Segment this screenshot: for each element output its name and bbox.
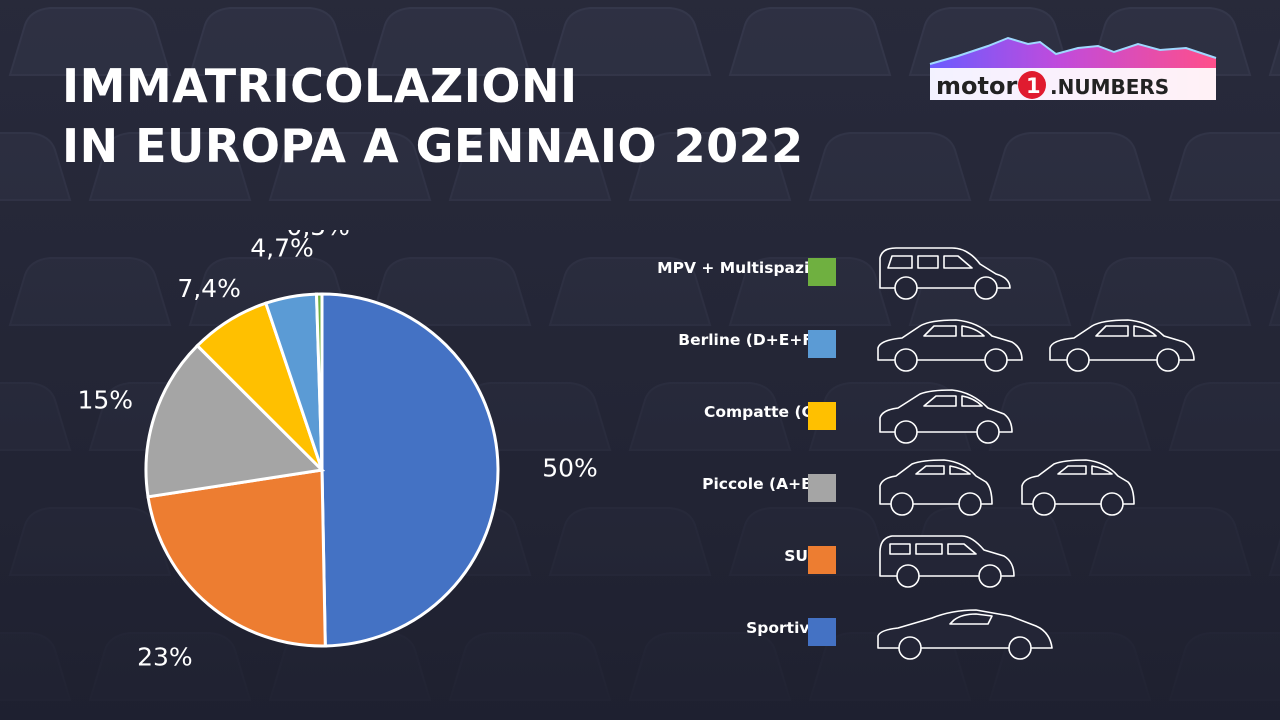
legend-swatch [808, 258, 836, 286]
legend-swatch [808, 474, 836, 502]
svg-text:.NUMBERS: .NUMBERS [1050, 75, 1169, 99]
sedan-icon [877, 319, 1023, 372]
car-icon-group [879, 459, 1135, 516]
pie-data-label: 23% [137, 643, 193, 670]
legend-item: Compatte (C) [560, 376, 1260, 448]
minivan-icon [879, 247, 1011, 300]
legend-label: Compatte (C) [703, 403, 820, 421]
legend-swatch [808, 618, 836, 646]
suv-icon [879, 535, 1015, 588]
legend-swatch [808, 330, 836, 358]
legend-item: Berline (D+E+F) [560, 304, 1260, 376]
legend-item: SUV [560, 520, 1260, 592]
sedan-icon [1049, 319, 1195, 372]
svg-text:1: 1 [1026, 74, 1041, 98]
car-icon-group [879, 535, 1015, 588]
small-car-icon [879, 459, 993, 516]
car-icon-group [877, 609, 1053, 660]
car-icon-group [879, 389, 1013, 444]
svg-text:motor: motor [936, 72, 1017, 100]
pie-slice-mpv-multispazio [314, 292, 324, 471]
motor1-numbers-logo: motor 1 .NUMBERS [929, 36, 1217, 100]
pie-slice-suv [146, 468, 327, 648]
legend-item: Sportive [560, 592, 1260, 664]
car-icon-group [879, 247, 1011, 300]
legend: MPV + Multispazio Berline (D+E+F) Compatte… [560, 232, 1260, 672]
legend-swatch [808, 546, 836, 574]
pie-chart: 50% 23% 15% 7,4% 4,7%0,5% [77, 230, 598, 670]
pie-data-label: 0,5% [286, 230, 350, 241]
sports-car-icon [877, 609, 1053, 660]
title-line-1: IMMATRICOLAZIONI [62, 59, 578, 113]
legend-item: Piccole (A+B) [560, 448, 1260, 520]
title-line-2: IN EUROPA A GENNAIO 2022 [62, 119, 804, 173]
pie-data-label: 4,7% [250, 234, 314, 263]
pie-slice-piccole-a-b [144, 343, 326, 499]
compact-car-icon [879, 389, 1013, 444]
car-icon-group [877, 319, 1195, 372]
legend-label: Sportive [746, 619, 820, 637]
legend-label: MPV + Multispazio [657, 259, 820, 277]
page-title: IMMATRICOLAZIONI IN EUROPA A GENNAIO 202… [62, 56, 804, 176]
legend-label: Piccole (A+B) [702, 475, 820, 493]
pie-slice-sportive [320, 292, 500, 648]
pie-data-label: 7,4% [177, 274, 241, 303]
pie-data-label: 15% [77, 385, 133, 414]
pie-data-label: 50% [542, 454, 598, 483]
legend-swatch [808, 402, 836, 430]
legend-item: MPV + Multispazio [560, 232, 1260, 304]
small-car-icon [1021, 459, 1135, 516]
legend-label: Berline (D+E+F) [678, 331, 820, 349]
